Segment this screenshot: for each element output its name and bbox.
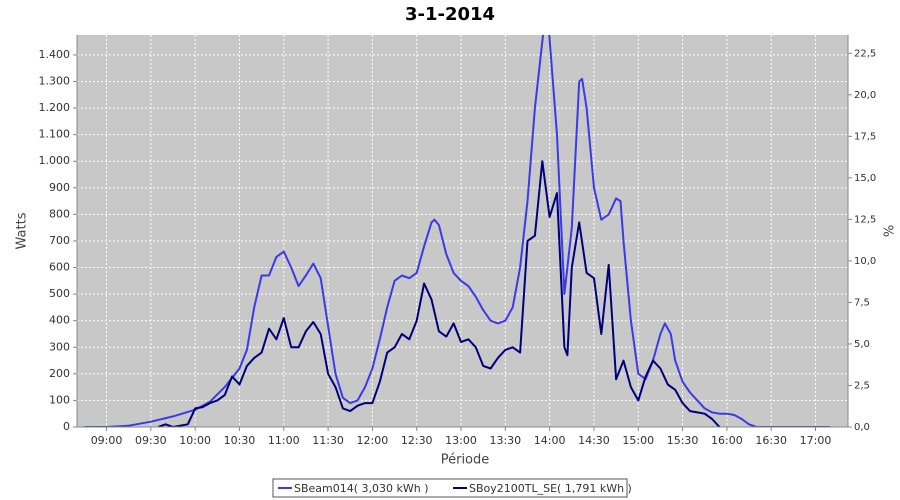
y2-tick-label: 5,0 [854,339,870,350]
legend-label: SBeam014( 3,030 kWh ) [294,482,429,495]
x-tick-label: 09:30 [135,434,167,447]
y-tick-label: 700 [49,234,70,247]
y-tick-label: 400 [49,314,70,327]
x-tick-label: 17:00 [800,434,832,447]
series-line [84,35,831,427]
y2-tick-label: 17,5 [854,131,876,142]
x-tick-label: 15:30 [667,434,699,447]
axes: 0 100 200 300 400 500 600 700 800 900 1.000 1.100 1.… [39,35,876,447]
y2-tick-label: 2,5 [854,380,870,391]
x-tick-label: 12:00 [357,434,389,447]
y-tick-label: 1.200 [39,101,71,114]
y2-axis-label: % [883,225,898,237]
y-tick-label: 1.000 [39,154,71,167]
y2-tick-label: 12,5 [854,214,876,225]
plot-area [77,35,848,427]
y2-tick-label: 0,0 [854,422,870,433]
y-tick-label: 600 [49,261,70,274]
y-tick-label: 900 [49,181,70,194]
y-axis-label: Watts [15,212,30,249]
y-tick-label: 1.400 [39,48,71,61]
x-axis-label: Période [441,453,490,468]
legend: SBeam014( 3,030 kWh ) SBoy2100TL_SE( 1,79… [278,482,632,495]
x-tick-label: 15:00 [622,434,654,447]
y-tick-label: 500 [49,287,70,300]
x-tick-label: 11:30 [312,434,344,447]
grid [77,35,848,428]
legend-label: SBoy2100TL_SE( 1,791 kWh ) [469,482,632,495]
y-tick-label: 200 [49,367,70,380]
y2-tick-label: 22,5 [854,48,876,59]
y-tick-label: 1.300 [39,75,71,88]
y2-tick-label: 20,0 [854,90,876,101]
x-tick-label: 16:30 [755,434,787,447]
y2-tick-label: 7,5 [854,297,870,308]
series-line [157,160,721,427]
x-tick-label: 12:30 [401,434,433,447]
x-tick-label: 11:00 [268,434,300,447]
x-tick-label: 14:30 [578,434,610,447]
y2-tick-label: 15,0 [854,173,876,184]
y-tick-label: 800 [49,207,70,220]
x-tick-label: 13:00 [445,434,477,447]
x-tick-label: 14:00 [534,434,566,447]
y-tick-label: 100 [49,393,70,406]
y-tick-label: 0 [63,420,70,433]
x-tick-label: 10:30 [224,434,256,447]
x-tick-label: 09:00 [91,434,123,447]
legend-box [272,478,628,498]
x-tick-label: 16:00 [711,434,743,447]
y-tick-label: 1.100 [39,128,71,141]
lines [84,35,831,427]
x-tick-label: 13:30 [489,434,521,447]
y2-tick-label: 10,0 [854,256,876,267]
y-tick-label: 300 [49,340,70,353]
x-tick-label: 10:00 [179,434,211,447]
chart-title: 3-1-2014 [405,4,495,25]
